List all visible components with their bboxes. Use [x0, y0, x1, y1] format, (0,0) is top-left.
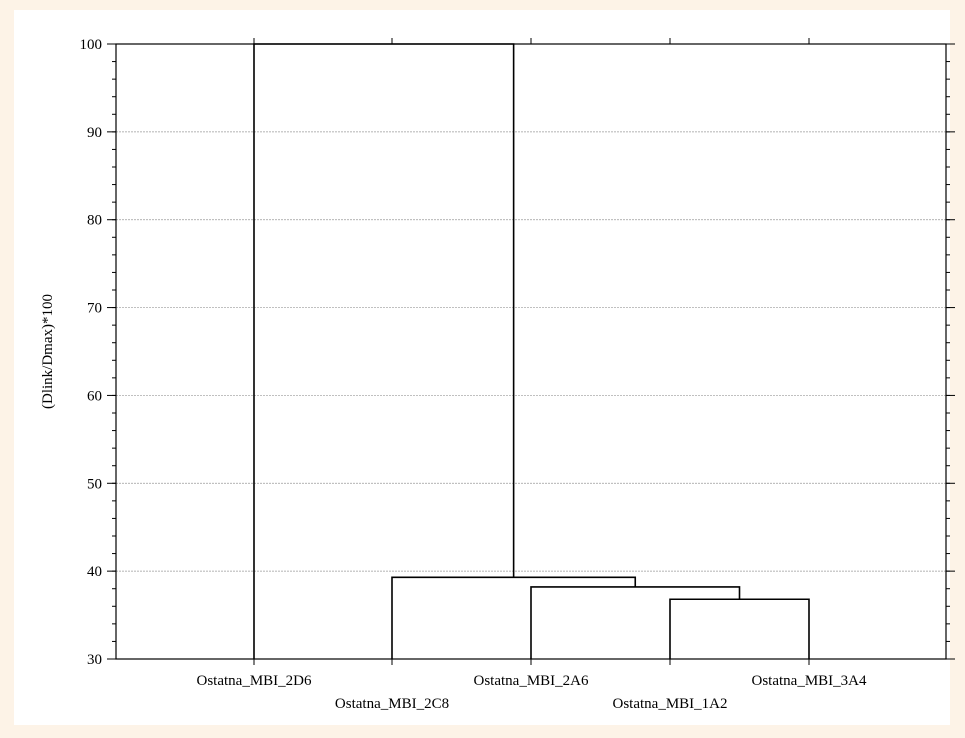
- leaf-label: Ostatna_MBI_2A6: [474, 673, 589, 689]
- leaf-label: Ostatna_MBI_2D6: [197, 673, 312, 689]
- y-tick-label: 80: [87, 213, 102, 229]
- leaf-label: Ostatna_MBI_3A4: [752, 673, 867, 689]
- dendrogram-link: [669, 598, 810, 659]
- chart-frame: [14, 10, 950, 725]
- y-tick-label: 30: [87, 652, 102, 668]
- dendrogram-link: [253, 43, 515, 659]
- y-axis-title: (Dlink/Dmax)*100: [40, 294, 56, 409]
- y-tick-label: 100: [80, 37, 103, 53]
- dendrogram-link: [530, 586, 741, 659]
- y-tick-label: 90: [87, 125, 102, 141]
- dendrogram-link: [391, 576, 637, 659]
- plot-border: [115, 43, 947, 660]
- leaf-label: Ostatna_MBI_2C8: [335, 696, 449, 712]
- y-tick-label: 50: [87, 476, 102, 492]
- y-tick-label: 60: [87, 388, 102, 404]
- leaf-label: Ostatna_MBI_1A2: [613, 696, 728, 712]
- y-tick-label: 40: [87, 564, 102, 580]
- y-tick-label: 70: [87, 301, 102, 317]
